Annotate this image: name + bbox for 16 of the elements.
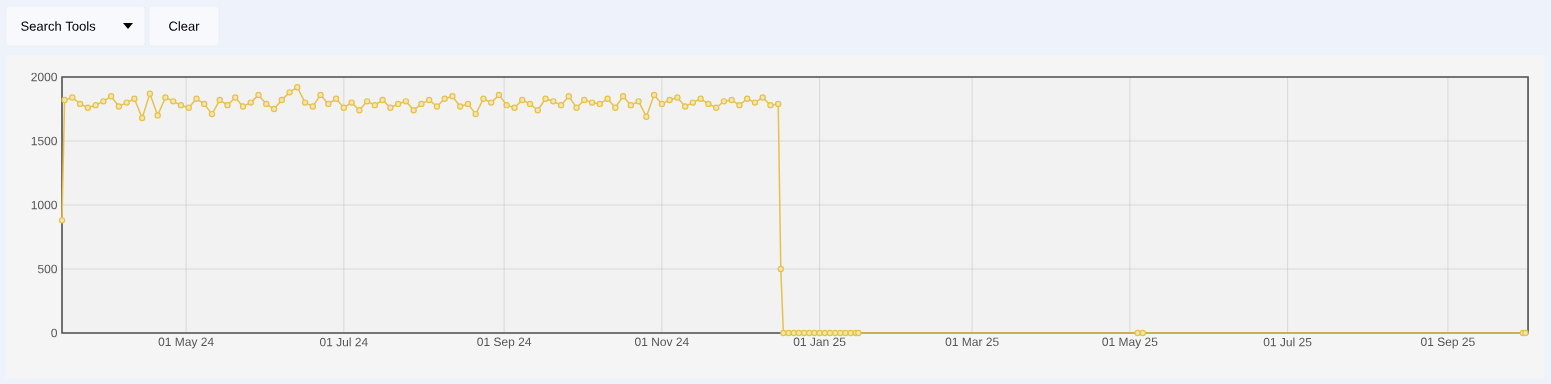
text: Clear [169, 21, 200, 31]
x-tick-label: 01 Sep 25 [1421, 337, 1475, 349]
y-tick-label: 0 [51, 328, 58, 338]
y-tick-label: 500 [37, 264, 58, 274]
x-tick-label: 01 Nov 24 [634, 337, 689, 347]
x-tick-label: 01 Jul 24 [319, 337, 368, 347]
x-tick-label: 01 May 24 [158, 337, 214, 349]
x-tick-label: 01 Jan 25 [793, 337, 846, 347]
y-tick-label: 1000 [31, 200, 57, 210]
x-tick-label: 01 Mar 25 [945, 337, 999, 347]
x-tick-label: 01 May 25 [1102, 337, 1158, 349]
text: Search Tools [21, 21, 96, 31]
x-tick-label: 01 Sep 24 [477, 337, 532, 349]
y-tick-label: 2000 [31, 72, 57, 82]
y-tick-label: 1500 [31, 136, 57, 146]
x-tick-label: 01 Jul 25 [1263, 337, 1312, 347]
